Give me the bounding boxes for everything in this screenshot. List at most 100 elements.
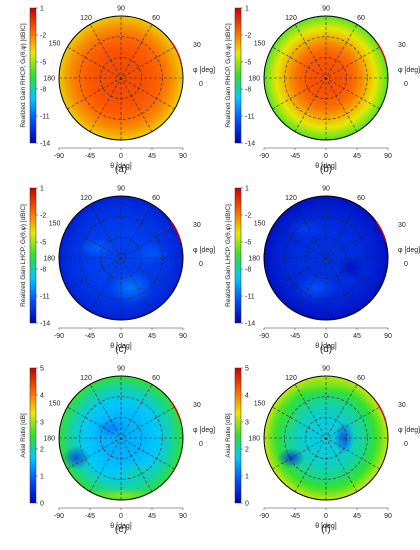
panel-f: 5 4 3 2 1 0 Axial Ratio [dB] 0 30 60 90 120 150 180 φ … (225, 366, 420, 536)
theta-axis-label: θ [deg] (110, 343, 131, 350)
theta-tick-label: -45 (85, 333, 95, 340)
theta-tick-label: -45 (290, 333, 300, 340)
polar-outline (58, 375, 184, 501)
panel-label: (c) (115, 344, 127, 355)
theta-tick-label: 45 (353, 153, 361, 160)
theta-tick-label: 0 (324, 333, 328, 340)
phi-axis-label: φ [deg] (193, 247, 215, 254)
polar-grid-circle (284, 396, 368, 480)
polar-outline (58, 195, 184, 321)
phi-tick-label: 0 (199, 81, 203, 88)
colorbar-tick-label: -14 (40, 321, 50, 328)
colorbar-tick-label: -8 (40, 267, 46, 274)
panel-b: 1 -2 -5 -8 -11 -14 Realized Gain RHCP, Gᵣ(θ,φ)… (225, 6, 420, 176)
polar-grid (264, 376, 388, 500)
colorbar-tick-label: 5 (40, 366, 44, 373)
theta-tick-label: 45 (148, 333, 156, 340)
theta-tick-label: 90 (384, 513, 392, 520)
colorbar-tick-label: 1 (40, 186, 44, 193)
heatmap-region (337, 256, 365, 280)
heatmap-region (272, 404, 300, 432)
phi-axis-label: φ [deg] (398, 247, 420, 254)
theta-axis-label: θ [deg] (110, 523, 131, 530)
polar-grid (59, 376, 183, 500)
colorbar-label: Axial Ratio [dB] (20, 413, 27, 458)
theta-tick-label: 90 (384, 333, 392, 340)
theta-tick-label: -90 (259, 153, 269, 160)
panel-label: (b) (320, 164, 332, 175)
theta-tick-label: 45 (148, 513, 156, 520)
phi-axis-label: φ [deg] (398, 427, 420, 434)
highlight-arc (375, 221, 387, 243)
phi-tick-label: 180 (43, 436, 55, 443)
phi-tick-label: 180 (43, 76, 55, 83)
phi-tick-label: 90 (117, 366, 125, 373)
colorbar-tick-label: 5 (245, 366, 249, 373)
colorbar-tick-label: -8 (245, 267, 251, 274)
phi-tick-label: 90 (117, 186, 125, 193)
theta-tick-label: -45 (85, 153, 95, 160)
panel-d: 1 -2 -5 -8 -11 -14 Realized Gain LHCP, Gₗ(θ,φ)… (225, 186, 420, 356)
phi-tick-label: 90 (322, 6, 330, 13)
theta-tick-label: 45 (353, 333, 361, 340)
polar-grid-circle (284, 216, 368, 300)
colorbar-tick-label: -2 (40, 213, 46, 220)
phi-tick-label: 120 (285, 15, 297, 22)
panel-label: (d) (320, 344, 332, 355)
phi-tick-label: 150 (254, 221, 266, 228)
phi-tick-label: 0 (404, 441, 408, 448)
colorbar-tick-label: 4 (245, 393, 249, 400)
phi-tick-label: 0 (199, 441, 203, 448)
colorbar-label: Realized Gain RHCP, Gᵣ(θ,φ) [dBIC] (20, 23, 27, 127)
colorbar-tick-label: -11 (245, 114, 255, 121)
polar-grid-spoke (272, 46, 380, 110)
theta-tick-label: 0 (119, 513, 123, 520)
colorbar (234, 187, 242, 324)
polar-grid (264, 196, 388, 320)
phi-tick-label: 60 (152, 375, 160, 382)
colorbar (234, 367, 242, 504)
panel-label: (f) (321, 524, 330, 535)
heatmap-region (116, 461, 156, 485)
theta-axis-label: θ [deg] (315, 523, 336, 530)
highlight-arc (170, 401, 182, 423)
phi-tick-label: 30 (193, 42, 201, 49)
phi-tick-label: 120 (80, 195, 92, 202)
phi-tick-label: 180 (248, 76, 260, 83)
polar-grid-spoke (67, 226, 175, 290)
polar-grid-circle (284, 36, 368, 120)
colorbar-tick-label: -5 (40, 60, 46, 67)
phi-tick-label: 90 (322, 186, 330, 193)
colorbar-tick-label: 1 (245, 186, 249, 193)
polar-outline (263, 195, 389, 321)
phi-tick-label: 90 (117, 6, 125, 13)
colorbar-tick-label: 3 (245, 420, 249, 427)
polar-grid-circle (79, 36, 163, 120)
heatmap-region (288, 218, 324, 238)
polar-grid-spoke (67, 406, 175, 470)
theta-tick-label: 90 (179, 333, 187, 340)
theta-tick-label: -45 (290, 513, 300, 520)
phi-tick-label: 0 (199, 261, 203, 268)
phi-tick-label: 30 (398, 222, 406, 229)
colorbar-label: Axial Ratio [dB] (225, 413, 232, 458)
colorbar-tick-label: 0 (245, 501, 249, 508)
phi-axis-label: φ [deg] (193, 67, 215, 74)
colorbar-tick-label: 4 (40, 393, 44, 400)
colorbar-tick-label: -11 (40, 294, 50, 301)
theta-tick-label: -90 (54, 153, 64, 160)
phi-tick-label: 180 (43, 256, 55, 263)
highlight-arc (375, 401, 387, 423)
highlight-arc (375, 41, 387, 63)
colorbar-tick-label: -2 (245, 33, 251, 40)
panel-a: 1 -2 -5 -8 -11 -14 Realized Gain RHCP, Gᵣ(θ,φ)… (20, 6, 215, 176)
phi-tick-label: 150 (49, 41, 61, 48)
theta-tick-label: 90 (179, 513, 187, 520)
colorbar-label: Realized Gain LHCP, Gₗ(θ,φ) [dBIC] (20, 204, 27, 307)
theta-tick-label: -90 (259, 333, 269, 340)
colorbar-tick-label: 1 (40, 474, 44, 481)
heatmap-region (294, 274, 338, 302)
phi-tick-label: 60 (152, 15, 160, 22)
phi-tick-label: 120 (80, 375, 92, 382)
colorbar-tick-label: 2 (40, 447, 44, 454)
